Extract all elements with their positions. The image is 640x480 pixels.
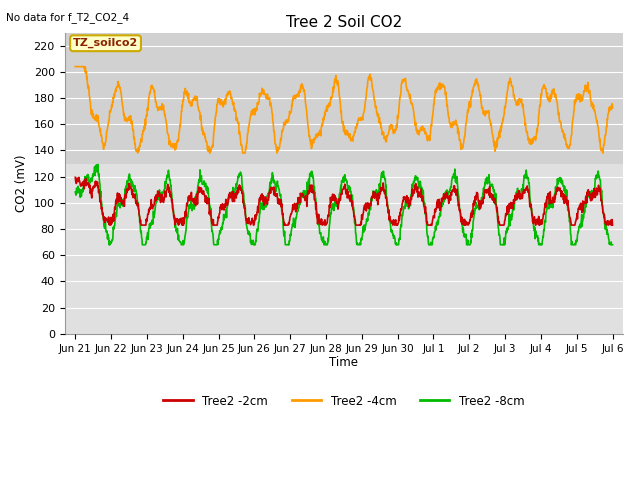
Tree2 -8cm [311,190,319,196]
Tree2 -2cm [609,222,616,228]
Tree2 -2cm [135,207,143,213]
Tree2 -4cm [300,88,307,94]
Tree2 -2cm [311,197,319,203]
Tree2 -2cm [113,199,121,205]
Line: Tree2 -2cm: Tree2 -2cm [76,177,612,225]
Tree2 -8cm [136,213,143,219]
Tree2 -2cm [138,222,145,228]
Tree2 -4cm [378,124,385,130]
Tree2 -8cm [300,190,308,195]
Text: No data for f_T2_CO2_4: No data for f_T2_CO2_4 [6,12,129,23]
Title: Tree 2 Soil CO2: Tree 2 Soil CO2 [286,15,402,30]
Bar [65,33,623,164]
Text: TZ_soilco2: TZ_soilco2 [73,38,138,48]
Tree2 -4cm [135,145,143,151]
Tree2 -2cm [321,222,328,228]
Tree2 -2cm [72,174,79,180]
Tree2 -8cm [72,189,79,195]
Tree2 -4cm [72,64,79,70]
Tree2 -8cm [105,242,113,248]
Tree2 -4cm [206,150,214,156]
Tree2 -8cm [114,196,122,202]
Line: Tree2 -8cm: Tree2 -8cm [76,165,612,245]
Tree2 -4cm [321,114,328,120]
Tree2 -4cm [113,84,121,90]
Legend: Tree2 -2cm, Tree2 -4cm, Tree2 -8cm: Tree2 -2cm, Tree2 -4cm, Tree2 -8cm [159,390,529,412]
Line: Tree2 -4cm: Tree2 -4cm [76,67,612,153]
Tree2 -2cm [300,193,307,199]
Tree2 -4cm [311,136,319,142]
Tree2 -4cm [609,105,616,111]
X-axis label: Time: Time [330,356,358,369]
Y-axis label: CO2 (mV): CO2 (mV) [15,155,28,212]
Tree2 -8cm [609,242,616,248]
Tree2 -8cm [94,162,102,168]
Tree2 -8cm [378,170,385,176]
Tree2 -8cm [321,239,328,244]
Tree2 -2cm [378,185,385,191]
